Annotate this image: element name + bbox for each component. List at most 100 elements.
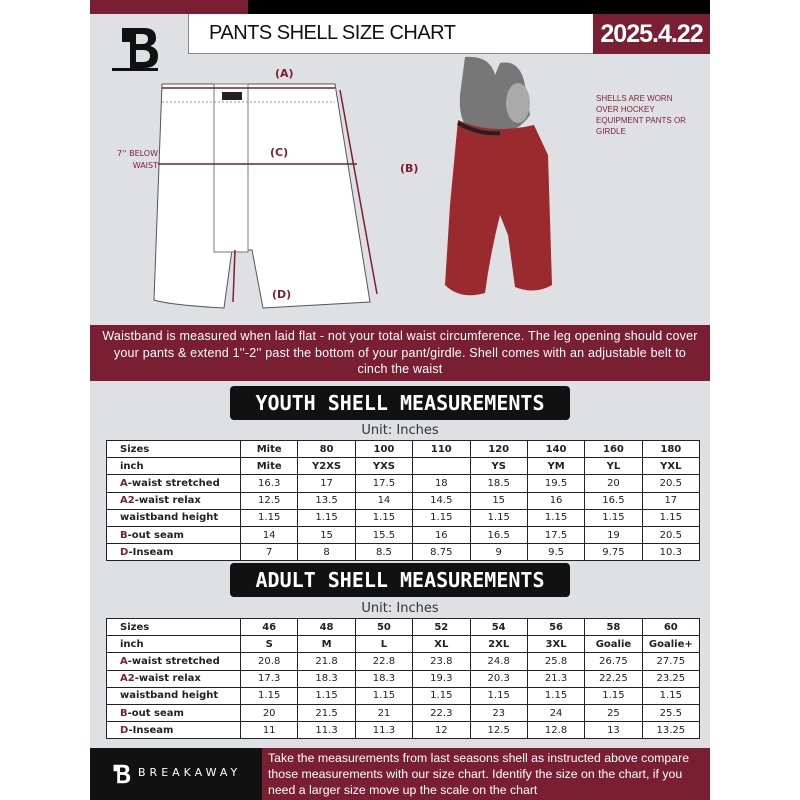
table-cell: 12 xyxy=(412,721,471,740)
footer-brand-block: BREAKAWAY xyxy=(90,748,262,800)
table-cell: 120 xyxy=(469,439,528,459)
table-cell: 20.8 xyxy=(239,652,299,671)
table-cell: 18.3 xyxy=(297,669,356,688)
table-cell: 25.5 xyxy=(641,703,701,723)
table-cell xyxy=(412,457,471,476)
measure-name: -out seam xyxy=(127,529,184,541)
table-cell: 1.15 xyxy=(412,508,471,527)
table-cell: 16 xyxy=(412,525,471,545)
table-cell: 1.15 xyxy=(641,686,701,705)
measure-code: A2 xyxy=(120,495,135,507)
table-cell: 1.15 xyxy=(354,508,414,527)
row-label: inch xyxy=(106,457,241,476)
table-row: A-waist stretched 20.8 21.8 22.8 23.8 24.8 25.… xyxy=(106,652,701,671)
measure-code: A2 xyxy=(120,673,135,685)
table-cell: YL xyxy=(584,457,643,476)
shell-note: SHELLS ARE WORN OVER HOCKEY EQUIPMENT PA… xyxy=(596,94,686,136)
table-cell: YM xyxy=(526,457,586,476)
footer-logo-icon xyxy=(113,764,131,784)
table-cell: 8.5 xyxy=(354,543,414,562)
table-cell: 1.15 xyxy=(239,686,299,705)
adult-unit-label: Unit: Inches xyxy=(361,601,439,616)
measure-code: D xyxy=(120,724,129,736)
table-row: A2-waist relax 12.5 13.5 14 14.5 15 16 16.5 17 xyxy=(106,491,701,510)
table-cell: 17 xyxy=(297,474,356,493)
table-cell: 160 xyxy=(584,439,643,459)
row-label: A2-waist relax xyxy=(106,669,241,688)
table-cell: 15 xyxy=(469,491,528,510)
table-cell: 22.8 xyxy=(354,652,414,671)
page-title: PANTS SHELL SIZE CHART xyxy=(209,22,456,44)
table-cell: 14 xyxy=(354,491,414,510)
table-cell: 54 xyxy=(469,617,528,637)
table-row: D-Inseam 7 8 8.5 8.75 9 9.5 9.75 10.3 xyxy=(106,543,701,562)
table-cell: 16.5 xyxy=(469,525,528,545)
adult-section-title: ADULT SHELL MEASUREMENTS xyxy=(230,563,570,597)
table-row: B-out seam 20 21.5 21 22.3 23 24 25 25.5 xyxy=(106,703,701,723)
table-cell: 21 xyxy=(354,703,414,723)
measure-name: Sizes xyxy=(120,443,150,455)
table-cell: Mite xyxy=(239,439,299,459)
table-row: inch Mite Y2XS YXS YS YM YL YXL xyxy=(106,457,701,476)
row-label: inch xyxy=(106,635,241,654)
footer-brand-name: BREAKAWAY xyxy=(138,766,242,779)
table-cell: XL xyxy=(412,635,471,654)
row-label: A-waist stretched xyxy=(106,652,241,671)
measure-code: B xyxy=(120,529,128,541)
table-cell: Goalie+ xyxy=(641,635,701,654)
measurement-info-band: Waistband is measured when laid flat - n… xyxy=(90,325,710,381)
table-cell: 17 xyxy=(641,491,701,510)
table-cell: 14 xyxy=(239,525,299,545)
table-cell: 27.75 xyxy=(641,652,701,671)
shell-measurement-diagram xyxy=(153,83,378,309)
table-cell: 1.15 xyxy=(469,508,528,527)
table-cell: 15.5 xyxy=(354,525,414,545)
table-cell: 20 xyxy=(239,703,299,723)
measure-name: -waist relax xyxy=(134,495,201,507)
table-cell: Y2XS xyxy=(297,457,356,476)
table-cell: YXS xyxy=(354,457,414,476)
table-cell: 16 xyxy=(526,491,586,510)
table-cell: 60 xyxy=(641,617,701,637)
table-cell: 12.5 xyxy=(239,491,299,510)
table-cell: 26.75 xyxy=(584,652,643,671)
label-d: (D) xyxy=(272,288,292,301)
measure-code: A xyxy=(120,477,128,489)
table-cell: 56 xyxy=(526,617,586,637)
adult-size-table: Sizes 46 48 50 52 54 56 58 60 inch S M L XL 2XL 3XL Goal… xyxy=(106,617,701,740)
label-c: (C) xyxy=(270,146,289,159)
table-cell: L xyxy=(354,635,414,654)
size-chart-page: PANTS SHELL SIZE CHART 2025.4.22 (A) (C)… xyxy=(90,0,710,800)
table-cell: 52 xyxy=(412,617,471,637)
table-cell: 58 xyxy=(584,617,643,637)
label-a: (A) xyxy=(275,67,294,80)
row-label: waistband height xyxy=(106,508,241,527)
measure-name: waistband height xyxy=(120,512,219,524)
table-row: Sizes Mite 80 100 110 120 140 160 180 xyxy=(106,439,701,459)
table-cell: 21.3 xyxy=(526,669,586,688)
row-label: Sizes xyxy=(106,439,241,459)
table-cell: 23.25 xyxy=(641,669,701,688)
label-b: (B) xyxy=(400,162,419,175)
table-cell: 50 xyxy=(354,617,414,637)
table-cell: 11 xyxy=(239,721,299,740)
footer-instructions: Take the measurements from last seasons … xyxy=(262,748,710,800)
measure-name: Sizes xyxy=(120,621,150,633)
table-cell: 1.15 xyxy=(526,686,586,705)
table-cell: 19.5 xyxy=(526,474,586,493)
c-note-line1: 7'' BELOW xyxy=(117,149,158,158)
table-cell: 13.25 xyxy=(641,721,701,740)
c-note-line2: WAIST xyxy=(132,161,158,170)
table-cell: 140 xyxy=(526,439,586,459)
table-cell: 24 xyxy=(526,703,586,723)
table-cell: 23 xyxy=(469,703,528,723)
table-cell: Goalie xyxy=(584,635,643,654)
date-badge: 2025.4.22 xyxy=(593,14,710,54)
measure-name: -waist stretched xyxy=(127,655,220,667)
table-cell: Mite xyxy=(239,457,299,476)
table-cell: 13 xyxy=(584,721,643,740)
row-label: B-out seam xyxy=(106,703,241,723)
table-cell: 3XL xyxy=(526,635,586,654)
table-cell: 12.5 xyxy=(469,721,528,740)
title-box: PANTS SHELL SIZE CHART xyxy=(188,14,593,54)
